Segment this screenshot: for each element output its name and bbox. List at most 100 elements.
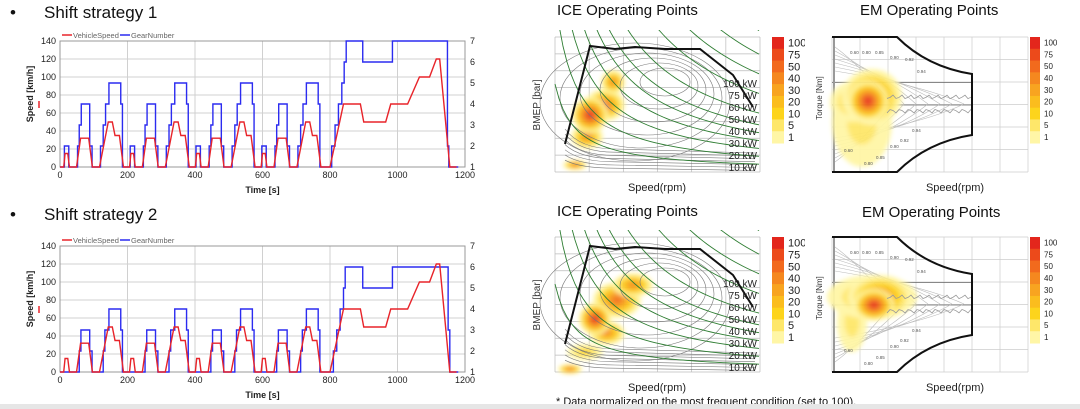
y2-tick-label: 5 (470, 78, 475, 88)
colorbar-segment (772, 237, 784, 250)
x-tick-label: 1000 (387, 375, 407, 385)
efficiency-contour (639, 267, 691, 297)
efficiency-contour (564, 344, 756, 362)
em-title-1: EM Operating Points (860, 2, 999, 19)
power-line (608, 30, 760, 126)
heat-cell (604, 331, 610, 335)
y-tick-label: 120 (41, 259, 56, 269)
colorbar-segment (772, 248, 784, 262)
y-axis-label: BMEP [bar] (532, 279, 543, 330)
efficiency-label: 0.92 (900, 338, 909, 343)
efficiency-contour (564, 339, 756, 360)
power-line (720, 30, 760, 55)
power-line (559, 30, 760, 157)
colorbar-segment (1030, 319, 1040, 332)
operating-band (886, 108, 972, 114)
x-tick-label: 800 (322, 170, 337, 180)
colorbar-segment (1030, 307, 1040, 320)
footer-bar (0, 404, 1080, 409)
colorbar-label: 10 (1044, 309, 1053, 318)
power-line-label: 50 kW (729, 115, 758, 126)
y-tick-label: 80 (46, 90, 56, 100)
heat-cell (588, 113, 592, 117)
power-line (596, 30, 760, 134)
efficiency-label: 0.94 (917, 69, 926, 74)
y-tick-label: 100 (41, 277, 56, 287)
colorbar-segment (772, 331, 784, 344)
x-tick-label: 1000 (387, 170, 407, 180)
power-line (608, 230, 760, 326)
colorbar-label: 40 (788, 273, 800, 285)
torque-limit-curve (832, 36, 973, 173)
efficiency-contour (564, 139, 756, 160)
efficiency-label: 0.90 (890, 255, 899, 260)
speed-gear-chart-strategy-1: 0 200 400 600 800 1000 1200 0 20 40 60 80 100 120 140 1… (25, 31, 475, 195)
colorbar-segment (772, 48, 784, 62)
x-tick-label: 600 (255, 170, 270, 180)
series-vehicle-speed (60, 58, 457, 168)
heading-shift-strategy-2: Shift strategy 2 (44, 205, 158, 224)
x-tick-label: 0 (57, 170, 62, 180)
efficiency-label: 0.85 (875, 250, 884, 255)
efficiency-label: 0.90 (890, 144, 899, 149)
colorbar-label: 50 (788, 261, 800, 273)
colorbar-label: 20 (1044, 98, 1053, 107)
series-vehicle-speed (60, 263, 457, 373)
power-line-label: 60 kW (729, 103, 758, 114)
colorbar-label: 50 (1044, 262, 1053, 271)
colorbar-label: 75 (1044, 50, 1053, 59)
power-line-label: 20 kW (729, 351, 758, 362)
colorbar-segment (1030, 48, 1040, 62)
efficiency-label: 0.92 (905, 57, 914, 62)
efficiency-label: 0.94 (912, 128, 921, 133)
colorbar-label: 10 (1044, 109, 1053, 118)
y2-tick-label: 2 (470, 141, 475, 151)
y2-tick-label: 7 (470, 241, 475, 251)
colorbar-segment (1030, 272, 1040, 285)
power-line (584, 230, 760, 342)
ice-title-2: ICE Operating Points (557, 203, 698, 220)
colorbar-label: 75 (788, 50, 800, 62)
full-load-line (564, 44, 754, 145)
colorbar-segment (1030, 119, 1040, 132)
colorbar-label: 40 (1044, 74, 1053, 83)
efficiency-contour (564, 349, 756, 365)
power-line (554, 283, 760, 365)
efficiency-label: 0.85 (876, 355, 885, 360)
heat-cell (568, 368, 572, 370)
power-line (689, 30, 760, 75)
colorbar-label: 10 (788, 108, 800, 120)
colorbar-label: 5 (788, 320, 794, 332)
heat-cell (573, 164, 577, 166)
colorbar-label: 100 (788, 238, 805, 250)
colorbar-label: 1 (1044, 333, 1049, 342)
speed-gear-chart-strategy-2: 0 200 400 600 800 1000 1200 0 20 40 60 80 100 120 140 1… (25, 236, 475, 400)
colorbar-label: 50 (1044, 62, 1053, 71)
colorbar-segment (1030, 248, 1040, 262)
power-line (757, 230, 760, 231)
colorbar-segment (772, 37, 784, 50)
power-line-label: 60 kW (729, 303, 758, 314)
bullet-1: • (10, 3, 16, 22)
legend-label: VehicleSpeed (73, 236, 119, 245)
heat-cell (613, 297, 621, 303)
efficiency-contour (539, 242, 731, 362)
x-tick-label: 600 (255, 375, 270, 385)
y-tick-label: 100 (41, 72, 56, 82)
plot-area: 0.60 0.80 0.850.90 0.920.940.940.920.900.60… (827, 236, 1029, 373)
power-line-label: 100 kW (723, 79, 757, 90)
efficiency-label: 0.85 (876, 155, 885, 160)
y-axis-label: Torque [Nm] (815, 276, 824, 320)
y-tick-label: 140 (41, 36, 56, 46)
colorbar-segment (1030, 331, 1040, 344)
bullet-2: • (10, 205, 16, 224)
colorbar-label: 1 (788, 332, 794, 344)
efficiency-label: 0.85 (875, 50, 884, 55)
colorbar-segment (1030, 60, 1040, 73)
colorbar-segment (1030, 84, 1040, 97)
operating-band (886, 294, 972, 300)
y-axis-label: Torque [Nm] (815, 76, 824, 120)
x-axis-label: Speed(rpm) (926, 182, 984, 194)
